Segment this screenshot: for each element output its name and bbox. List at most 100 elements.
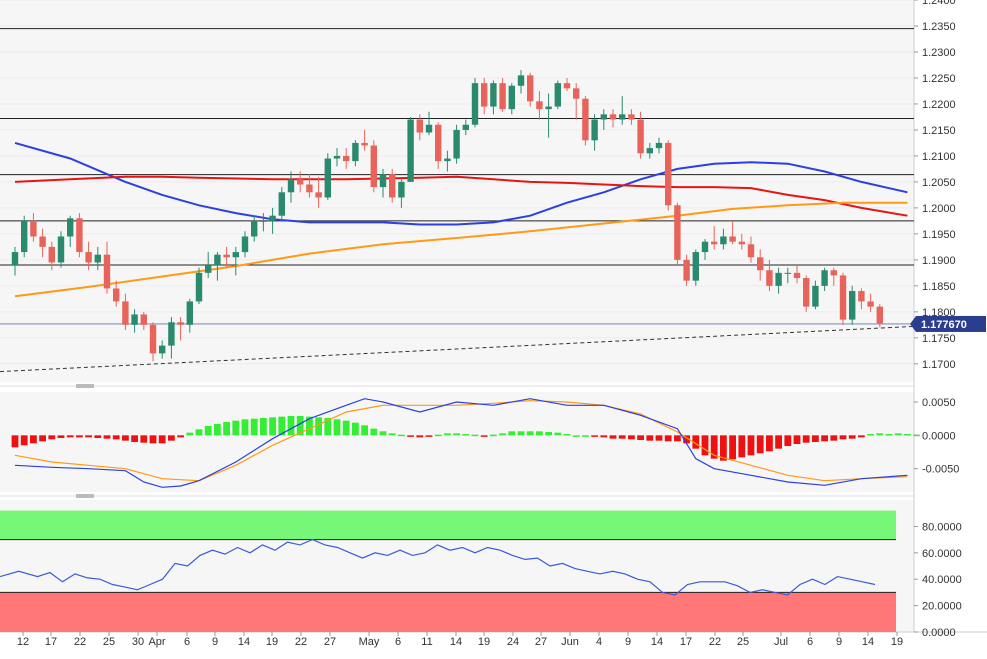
candle-down <box>297 171 304 193</box>
macd-histogram-bar <box>296 416 304 436</box>
time-tick-label: 27 <box>324 636 336 648</box>
candle-body <box>839 275 847 320</box>
candle-body <box>48 246 55 263</box>
candle-body <box>582 98 589 141</box>
candle-body <box>849 291 856 320</box>
candle-body <box>57 236 65 263</box>
candle-body <box>821 270 828 286</box>
price-tick-label: 1.2300 <box>922 47 956 59</box>
macd-histogram-bar <box>720 435 727 461</box>
candle-down <box>416 114 423 141</box>
macd-histogram-bar <box>793 435 801 444</box>
candle-down <box>140 311 147 331</box>
candle-body <box>591 119 598 141</box>
candle-body <box>793 272 801 279</box>
macd-histogram-bar <box>839 435 847 440</box>
candle-down <box>149 322 157 362</box>
candle-up <box>554 80 561 110</box>
candle-down <box>103 241 111 294</box>
time-tick-label: 25 <box>103 636 115 648</box>
rsi-overbought-band <box>0 510 896 540</box>
price-tick-label: 1.2250 <box>922 73 956 85</box>
candle-up <box>278 187 285 221</box>
price-tick-label: 1.1700 <box>922 359 956 371</box>
macd-histogram-bar <box>11 435 19 448</box>
macd-histogram-bar <box>361 425 368 436</box>
time-tick-label: 19 <box>266 636 278 648</box>
candle-body <box>251 220 258 237</box>
candle-up <box>490 80 497 115</box>
candle-up <box>214 252 221 281</box>
candle-up <box>287 171 295 203</box>
price-tick-label: 1.1950 <box>922 229 956 241</box>
macd-histogram-bar <box>471 434 479 437</box>
candle-down <box>711 226 718 250</box>
price-tick-label: 1.1800 <box>922 307 956 319</box>
candle-body <box>324 158 331 198</box>
time-tick-label: 17 <box>45 636 57 648</box>
candle-up <box>471 77 479 128</box>
macd-histogram-bar <box>324 418 332 436</box>
macd-histogram-bar <box>416 435 424 438</box>
candle-up <box>849 285 856 325</box>
macd-histogram-bar <box>269 417 276 436</box>
price-tick-label: 1.2050 <box>922 177 956 189</box>
candle-up <box>692 249 699 286</box>
candle-down <box>315 176 322 208</box>
macd-histogram-bar <box>600 435 608 438</box>
candle-body <box>85 252 92 263</box>
candle-up <box>453 124 460 164</box>
candle-body <box>241 236 249 253</box>
macd-histogram-bar <box>812 435 819 442</box>
macd-histogram-bar <box>315 417 322 436</box>
time-tick-label: 19 <box>891 636 903 648</box>
candle-down <box>39 228 46 258</box>
macd-histogram-bar <box>407 435 414 437</box>
candle-body <box>278 192 285 216</box>
macd-histogram-bar <box>904 434 911 436</box>
macd-histogram-bar <box>20 435 28 446</box>
macd-histogram-bar <box>885 434 893 436</box>
candle-body <box>701 241 709 253</box>
time-tick-label: 11 <box>421 636 432 648</box>
candle-body <box>508 85 515 110</box>
macd-histogram-bar <box>462 434 470 436</box>
macd-histogram-bar <box>241 419 249 436</box>
candle-body <box>803 278 810 307</box>
candle-body <box>168 322 175 346</box>
candle-down <box>76 213 83 258</box>
macd-histogram-bar <box>112 435 120 440</box>
candle-body <box>573 88 580 99</box>
price-tick-label: 1.2200 <box>922 99 956 111</box>
candle-body <box>159 345 166 354</box>
candle-body <box>370 145 377 188</box>
macd-histogram-bar <box>766 435 773 452</box>
candle-down <box>876 304 883 328</box>
candle-body <box>471 83 479 125</box>
candle-body <box>600 114 607 120</box>
macd-histogram-bar <box>729 435 736 460</box>
macd-histogram-bar <box>306 416 313 436</box>
moving-average-red <box>14 175 908 217</box>
candle-body <box>416 119 423 133</box>
macd-histogram-bar <box>701 435 709 456</box>
candle-up <box>186 298 193 333</box>
candle-body <box>379 174 387 188</box>
candle-body <box>563 83 571 89</box>
candle-body <box>186 301 193 325</box>
candle-body <box>619 114 626 120</box>
macd-histogram-bar <box>444 433 451 436</box>
candle-body <box>11 252 19 266</box>
candle-down <box>674 202 681 266</box>
time-tick-label: 22 <box>295 636 307 648</box>
macd-histogram-bar <box>637 435 644 440</box>
moving-average-blue <box>14 141 908 226</box>
time-tick-label: 22 <box>709 636 721 648</box>
candle-body <box>876 306 883 324</box>
candle-body <box>113 288 120 302</box>
macd-tick-label: -0.0050 <box>922 464 959 476</box>
candle-up <box>21 215 28 258</box>
candle-body <box>435 124 442 162</box>
macd-histogram-bar <box>260 418 267 436</box>
time-tick-label: 9 <box>625 636 631 648</box>
